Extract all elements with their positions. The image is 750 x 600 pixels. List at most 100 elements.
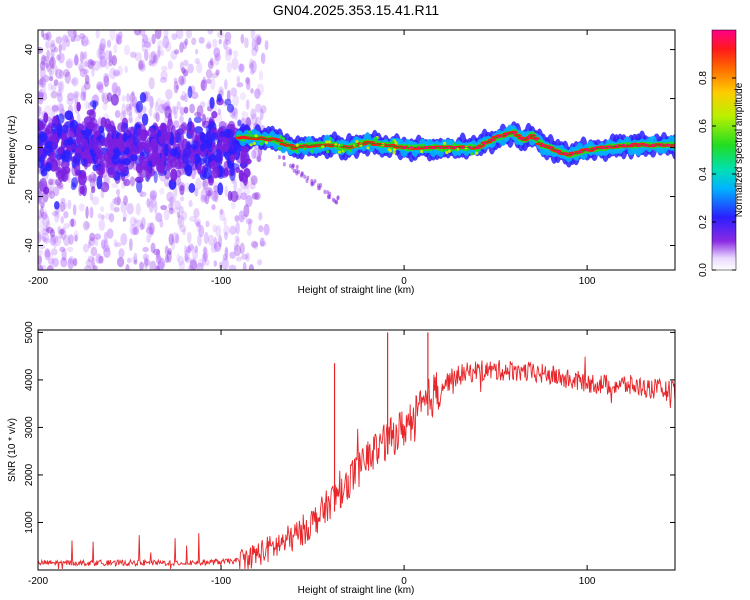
- spectrogram-noise: [113, 43, 118, 54]
- spectrogram-noise: [165, 88, 173, 100]
- spectrogram-noise: [85, 175, 91, 182]
- spectrogram-noise: [256, 155, 262, 163]
- spectrogram-noise: [50, 90, 58, 99]
- spectrogram-noise: [115, 33, 120, 44]
- spectrogram-noise: [183, 244, 188, 256]
- spectrogram-noise: [245, 194, 253, 208]
- spectrogram-noise: [194, 111, 202, 117]
- spectrogram-noise: [195, 48, 199, 55]
- spectrogram-highlight: [337, 150, 342, 154]
- spectrogram-noise: [53, 79, 59, 87]
- spectrogram-noise: [240, 192, 248, 200]
- spectrogram-band: [76, 101, 81, 112]
- spectrogram-noise: [259, 237, 265, 247]
- spectrogram-noise: [54, 236, 62, 247]
- snr-ytick-label: 1000: [24, 511, 35, 534]
- spectrogram-noise: [179, 77, 185, 87]
- spectrogram-noise: [39, 60, 46, 71]
- spectrogram-band: [45, 140, 54, 150]
- spectrogram-noise: [142, 253, 150, 261]
- spectrogram-noise: [56, 181, 64, 189]
- spectrogram-highlight: [295, 149, 299, 154]
- spectrogram-noise: [53, 186, 60, 197]
- spectrogram-peak-dot: [563, 152, 567, 156]
- spectrogram-noise: [256, 153, 261, 163]
- spectrogram-highlight: [387, 148, 391, 152]
- spectrogram-noise: [228, 264, 237, 270]
- spectrogram-noise: [81, 52, 87, 61]
- spectrogram-noise: [251, 47, 258, 57]
- spectrogram-ytick-label: 20: [24, 93, 35, 105]
- spectrogram-noise: [102, 244, 111, 253]
- spectrogram-noise: [219, 209, 225, 222]
- spectrogram-noise: [117, 65, 123, 76]
- spectrogram-noise: [40, 55, 47, 66]
- spectrogram-noise: [263, 223, 270, 236]
- spectrogram-noise: [44, 39, 52, 49]
- spectrogram-noise: [144, 48, 149, 62]
- spectrogram-noise: [98, 42, 106, 51]
- spectrogram-band: [77, 172, 87, 186]
- spectrogram-band: [187, 86, 193, 99]
- spectrogram-noise: [106, 228, 114, 239]
- spectrogram-noise: [38, 262, 41, 270]
- spectrogram-peak-dot: [615, 144, 618, 148]
- spectrogram-noise: [40, 30, 45, 38]
- spectrogram-noise: [60, 215, 65, 224]
- spectrogram-noise: [151, 33, 156, 45]
- spectrogram-noise: [38, 90, 41, 98]
- spectrogram-peak-dot: [527, 135, 530, 139]
- spectrogram-noise: [236, 75, 241, 84]
- spectrogram-noise: [72, 258, 78, 267]
- spectrogram-peak-dot: [497, 135, 501, 139]
- spectrogram-tail: [317, 186, 321, 191]
- spectrogram-noise: [167, 247, 173, 256]
- spectrogram-noise: [116, 256, 125, 268]
- spectrogram-noise: [149, 227, 153, 238]
- spectrogram-noise: [38, 266, 44, 270]
- spectrogram-highlight: [249, 143, 253, 147]
- spectrogram-peak-dot: [461, 146, 465, 149]
- spectrogram-noise: [65, 39, 71, 48]
- spectrogram-noise: [46, 265, 54, 270]
- spectrogram-peak-dot: [571, 152, 574, 156]
- spectrogram-noise: [182, 228, 186, 236]
- spectrogram-noise: [147, 222, 152, 231]
- spectrogram-noise: [257, 259, 263, 266]
- spectrogram-band: [219, 137, 225, 148]
- spectrogram-noise: [109, 67, 117, 80]
- colorbar-tick-label: 0.6: [698, 119, 709, 133]
- spectrogram-noise: [129, 238, 133, 252]
- spectrogram-noise: [59, 232, 64, 240]
- spectrogram-noise: [39, 66, 46, 79]
- colorbar-gradient: [712, 30, 736, 270]
- spectrogram-noise: [188, 199, 193, 208]
- spectrogram-noise: [239, 242, 245, 255]
- spectrogram-noise: [259, 108, 264, 121]
- spectrogram-noise: [233, 241, 239, 251]
- spectrogram-peak-dot: [519, 137, 523, 141]
- spectrogram-noise: [42, 91, 48, 102]
- spectrogram-noise: [157, 103, 166, 114]
- spectrogram-noise: [113, 206, 120, 213]
- spectrogram-highlight: [252, 141, 256, 145]
- spectrogram-band: [200, 143, 206, 152]
- spectrogram-band: [106, 92, 113, 102]
- spectrogram-noise: [50, 48, 55, 62]
- spectrogram-noise: [54, 65, 58, 77]
- spectrogram-band: [229, 155, 236, 162]
- spectrogram-noise: [82, 243, 89, 253]
- spectrogram-noise: [204, 194, 210, 205]
- spectrogram-noise: [64, 71, 71, 84]
- spectrogram-noise: [133, 252, 138, 263]
- spectrogram-noise: [38, 105, 42, 118]
- spectrogram-noise: [235, 221, 240, 235]
- spectrogram-noise: [146, 198, 151, 208]
- spectrogram-tail: [292, 168, 296, 173]
- spectrogram-band: [205, 130, 212, 143]
- spectrogram-band: [95, 166, 105, 176]
- spectrogram-band: [122, 132, 128, 143]
- spectrogram-band: [163, 143, 169, 157]
- spectrogram-noise: [38, 254, 42, 268]
